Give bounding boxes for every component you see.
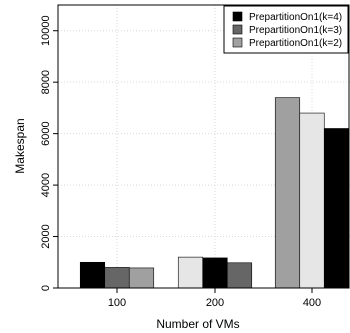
legend-label-1: PrepartitionOn1(k=3) [249,25,342,36]
axes: 0 2000 4000 6000 8000 10000 100 200 400 [40,4,350,309]
bar-100-1 [104,267,130,289]
y-tick-label-2: 4000 [40,173,52,197]
bar-100-2 [128,267,155,289]
legend-label-2: PrepartitionOn1(k=2) [249,38,342,49]
bar-200-1 [202,257,228,289]
legend: PrepartitionOn1(k=4) PrepartitionOn1(k=3)… [223,5,349,54]
x-axis-title: Number of VMs [156,317,239,331]
y-tick-label-0: 0 [40,285,52,291]
bar-400-0 [274,97,301,289]
legend-swatch-0 [232,11,243,22]
bar-100-0 [79,261,106,289]
y-axis-title: Makespan [13,118,27,173]
bar-400-2 [323,128,350,289]
x-tick-label-0: 100 [108,297,126,309]
x-tick-label-2: 400 [303,297,321,309]
legend-label-0: PrepartitionOn1(k=4) [249,12,342,23]
plot-frame [57,4,350,289]
bar-200-2 [226,262,253,289]
bar-200-0 [177,256,204,289]
legend-swatch-2 [232,37,243,48]
bar-400-1 [299,112,325,289]
y-tick-label-3: 6000 [40,121,52,145]
y-tick-label-5: 10000 [40,15,52,46]
legend-box [223,5,349,54]
y-tick-label-1: 2000 [40,224,52,248]
y-tick-label-4: 8000 [40,70,52,94]
bars [79,97,350,289]
legend-swatch-1 [232,24,243,35]
x-tick-label-1: 200 [206,297,224,309]
